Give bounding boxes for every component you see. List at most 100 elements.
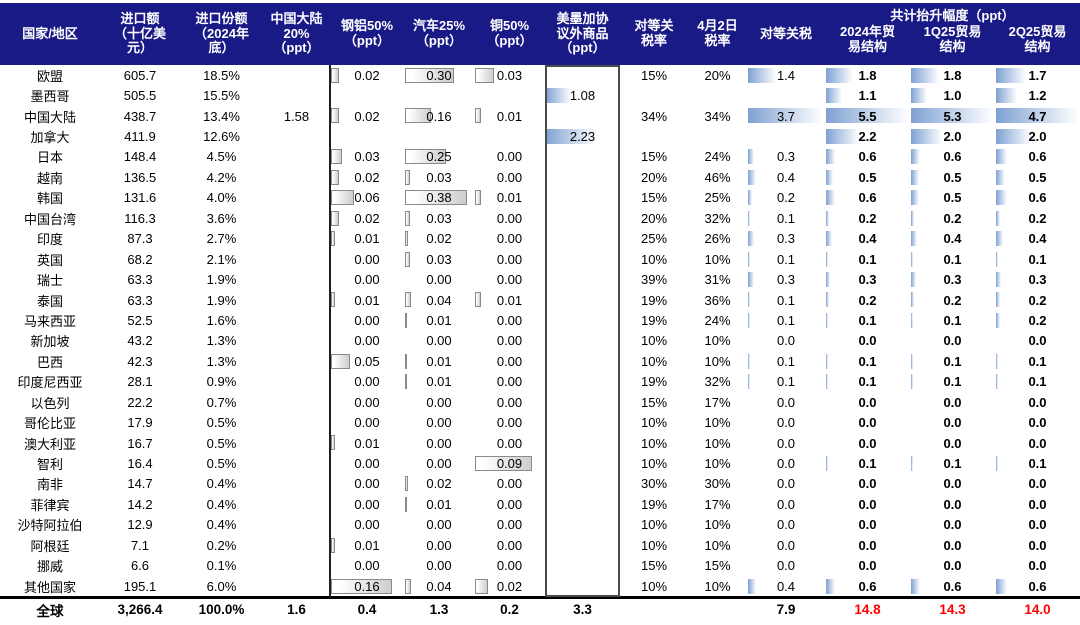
cell: 10% xyxy=(704,251,731,267)
blue-data-bar xyxy=(911,353,914,369)
cell: 0.3 xyxy=(995,269,1080,289)
gray-data-bar xyxy=(405,210,410,226)
cell: 0.0 xyxy=(858,476,877,492)
cell: 0.0 xyxy=(943,415,962,431)
table-row: 巴西 42.3 1.3% 0.05 0.01 0.00 10% 10% 0.1 0.1 0.1 0.1 xyxy=(0,351,1080,371)
cell xyxy=(263,515,330,535)
cell xyxy=(330,126,404,146)
cell xyxy=(404,126,474,146)
blue-data-bar xyxy=(748,374,750,390)
cell: 0.4% xyxy=(206,496,237,512)
cell xyxy=(263,167,330,187)
col-header-country: 国家/地区 xyxy=(22,25,78,41)
gray-data-bar xyxy=(405,578,412,594)
blue-data-bar xyxy=(826,88,843,104)
cell: 0.00 xyxy=(496,210,523,226)
country-name: 阿根廷 xyxy=(30,538,70,554)
cell: 19% xyxy=(640,292,668,308)
country-name: 印度尼西亚 xyxy=(17,375,83,391)
cell: 17% xyxy=(704,496,731,512)
cell: 0.02 xyxy=(330,65,404,85)
cell: 0.00 xyxy=(426,517,452,533)
gray-data-bar xyxy=(475,578,488,594)
cell: 10% xyxy=(640,537,668,553)
cell: 10% xyxy=(640,353,668,369)
cell xyxy=(545,331,620,351)
cell: 46% xyxy=(704,169,731,185)
cell xyxy=(545,576,620,596)
cell: 0.0 xyxy=(776,333,796,349)
blue-data-bar xyxy=(996,251,999,267)
country-name: 其他国家 xyxy=(23,579,76,595)
cell: 0.02 xyxy=(330,106,404,126)
cell: 0.2 xyxy=(747,188,825,208)
cell: 4.7 xyxy=(995,106,1080,126)
table-row: 菲律宾 14.2 0.4% 0.00 0.01 0.00 19% 17% 0.0 0.0 0.0 0.… xyxy=(0,494,1080,514)
cell: 7.9 xyxy=(776,602,796,618)
cell xyxy=(688,85,747,105)
gray-data-bar xyxy=(331,149,343,165)
cell: 0.00 xyxy=(426,394,452,410)
cell: 0.00 xyxy=(354,558,380,574)
blue-data-bar xyxy=(996,312,1000,328)
cell xyxy=(263,229,330,249)
cell: 1.7 xyxy=(995,65,1080,85)
cell: 1.3 xyxy=(429,602,449,618)
cell xyxy=(545,65,620,85)
table-header: 国家/地区 进口额 （十亿美 元） 进口份额 （2024年 底） 中国大陆 20… xyxy=(0,3,1080,65)
cell: 10% xyxy=(640,435,668,451)
blue-data-bar xyxy=(748,271,754,287)
blue-data-bar xyxy=(911,128,943,144)
cell: 19% xyxy=(640,312,668,328)
global-total-2024: 14.8 xyxy=(854,602,881,618)
cell: 0.4 xyxy=(995,229,1080,249)
cell xyxy=(688,599,747,621)
cell: 1.9% xyxy=(206,292,237,308)
cell: 0.0 xyxy=(776,496,796,512)
cell: 0.0 xyxy=(1028,476,1047,492)
blue-data-bar xyxy=(911,578,921,594)
cell: 0.2 xyxy=(825,208,910,228)
cell: 24% xyxy=(704,312,731,328)
cell xyxy=(545,269,620,289)
cell xyxy=(545,474,620,494)
cell: 131.6 xyxy=(123,190,157,206)
blue-data-bar xyxy=(826,231,832,247)
cell: 0.2 xyxy=(910,290,995,310)
cell: 0.5 xyxy=(825,167,910,187)
table-row: 印度尼西亚 28.1 0.9% 0.00 0.01 0.00 19% 32% 0.1 0.1 0.1… xyxy=(0,372,1080,392)
gray-data-bar xyxy=(331,231,335,247)
cell: 1.4 xyxy=(747,65,825,85)
blue-data-bar xyxy=(996,578,1007,594)
cell: 0.1% xyxy=(206,558,237,574)
cell xyxy=(545,392,620,412)
gray-data-bar xyxy=(405,374,407,390)
blue-data-bar xyxy=(911,374,914,390)
blue-data-bar xyxy=(911,190,919,206)
country-name: 新加坡 xyxy=(30,334,70,350)
blue-data-bar xyxy=(546,128,597,144)
cell: 25% xyxy=(640,231,668,247)
cell: 0.00 xyxy=(354,456,380,472)
cell: 605.7 xyxy=(123,67,157,83)
country-name: 南非 xyxy=(36,477,63,493)
cell: 0.5 xyxy=(910,188,995,208)
country-name: 泰国 xyxy=(36,293,63,309)
country-name: 菲律宾 xyxy=(30,497,70,513)
cell xyxy=(474,126,545,146)
cell: 19% xyxy=(640,374,668,390)
gray-data-bar xyxy=(331,67,339,83)
cell: 0.4 xyxy=(357,602,377,618)
cell: 0.00 xyxy=(496,272,523,288)
table-row: 加拿大 411.9 12.6% 2.23 2.2 2.0 2.0 xyxy=(0,126,1080,146)
gray-data-bar xyxy=(475,108,482,124)
cell: 19% xyxy=(640,496,668,512)
cell: 100.0% xyxy=(198,602,245,618)
cell: 34% xyxy=(640,108,668,124)
cell xyxy=(545,372,620,392)
cell: 0.2 xyxy=(500,602,519,618)
cell: 0.03 xyxy=(404,249,474,269)
global-total-1q25: 14.3 xyxy=(939,602,966,618)
cell: 28.1 xyxy=(127,374,153,390)
gray-data-bar xyxy=(405,496,407,512)
